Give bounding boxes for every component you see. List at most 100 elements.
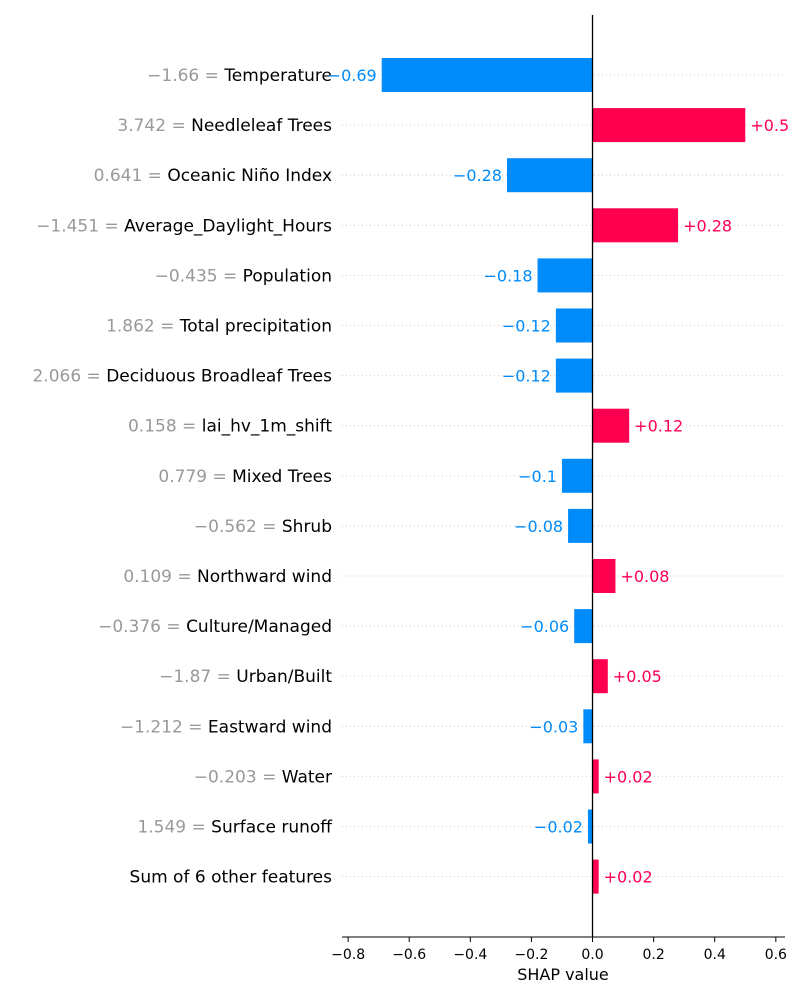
feature-name: Average_Daylight_Hours bbox=[124, 216, 332, 236]
label-layer: −1.66 = Temperature−0.69 3.742 = Needlele… bbox=[32, 66, 789, 888]
shap-bar bbox=[537, 258, 593, 293]
x-tick-label: −0.6 bbox=[392, 947, 426, 963]
shap-bar bbox=[568, 508, 593, 543]
data-label: −0.1 bbox=[518, 467, 557, 486]
feature-value: 1.862 bbox=[106, 317, 155, 337]
feature-name: Oceanic Niño Index bbox=[167, 166, 332, 186]
shap-bar bbox=[506, 158, 593, 193]
feature-label: Sum of 6 other features bbox=[130, 868, 333, 888]
feature-label: −0.435 = Population bbox=[155, 266, 332, 286]
x-axis-label: SHAP value bbox=[517, 965, 609, 984]
feature-name: Needleleaf Trees bbox=[191, 116, 332, 136]
feature-label: 0.109 = Northward wind bbox=[123, 567, 332, 587]
feature-name: Temperature bbox=[223, 66, 332, 86]
feature-label: −0.562 = Shrub bbox=[194, 517, 332, 537]
x-tick-label: 0.0 bbox=[581, 947, 603, 963]
feature-label: 0.641 = Oceanic Niño Index bbox=[94, 166, 332, 186]
shap-bar bbox=[592, 208, 679, 243]
feature-name: Water bbox=[282, 767, 332, 787]
equals-sign: = bbox=[211, 667, 236, 687]
feature-value: −1.451 bbox=[36, 216, 99, 236]
feature-label: 1.862 = Total precipitation bbox=[106, 317, 332, 337]
feature-label: −1.87 = Urban/Built bbox=[159, 667, 332, 687]
data-label: −0.06 bbox=[520, 617, 569, 636]
data-label: +0.05 bbox=[613, 667, 662, 686]
feature-value: 0.109 bbox=[123, 567, 172, 587]
feature-value: −0.562 bbox=[194, 517, 257, 537]
feature-value: −1.87 bbox=[159, 667, 211, 687]
shap-bar bbox=[555, 308, 593, 343]
data-label: +0.28 bbox=[683, 216, 732, 235]
feature-value: 0.158 bbox=[128, 417, 177, 437]
shap-bar bbox=[561, 458, 593, 493]
equals-sign: = bbox=[142, 166, 167, 186]
feature-label: −1.212 = Eastward wind bbox=[120, 717, 332, 737]
equals-sign: = bbox=[257, 517, 282, 537]
feature-value: 0.779 bbox=[158, 467, 207, 487]
equals-sign: = bbox=[207, 467, 232, 487]
feature-label: −1.451 = Average_Daylight_Hours bbox=[36, 216, 332, 236]
equals-sign: = bbox=[218, 266, 243, 286]
feature-value: 2.066 bbox=[32, 367, 81, 387]
feature-value: 1.549 bbox=[137, 818, 186, 838]
data-label: +0.02 bbox=[604, 767, 653, 786]
data-label: −0.28 bbox=[453, 166, 502, 185]
data-label: −0.08 bbox=[514, 517, 563, 536]
equals-sign: = bbox=[183, 717, 208, 737]
x-tick-label: −0.4 bbox=[453, 947, 487, 963]
data-label: +0.5 bbox=[750, 116, 789, 135]
feature-value: −1.66 bbox=[147, 66, 199, 86]
feature-label: −0.376 = Culture/Managed bbox=[98, 617, 332, 637]
shap-bar bbox=[592, 559, 616, 593]
data-label: −0.02 bbox=[534, 818, 583, 837]
feature-value: −0.376 bbox=[98, 617, 161, 637]
equals-sign: = bbox=[177, 417, 202, 437]
shap-bar bbox=[555, 358, 593, 393]
shap-bar bbox=[592, 408, 630, 443]
x-axis: −0.8 −0.6 −0.4 −0.2 0.0 0.2 0.4 0.6 bbox=[331, 936, 787, 963]
equals-sign: = bbox=[161, 617, 186, 637]
data-label: −0.18 bbox=[483, 266, 532, 285]
equals-sign: = bbox=[186, 818, 211, 838]
x-tick-label: −0.8 bbox=[331, 947, 365, 963]
feature-label: −0.203 = Water bbox=[194, 767, 332, 787]
feature-value: 3.742 bbox=[117, 116, 166, 136]
feature-name: Urban/Built bbox=[236, 667, 332, 687]
equals-sign: = bbox=[166, 116, 191, 136]
feature-name: Sum of 6 other features bbox=[130, 868, 333, 888]
data-label: −0.12 bbox=[502, 367, 551, 386]
feature-name: Population bbox=[243, 266, 332, 286]
shap-bar bbox=[592, 659, 608, 694]
data-label: −0.03 bbox=[529, 717, 578, 736]
shap-bar bbox=[592, 759, 599, 794]
feature-name: Shrub bbox=[282, 517, 332, 537]
feature-name: Mixed Trees bbox=[232, 467, 332, 487]
feature-label: 3.742 = Needleleaf Trees bbox=[117, 116, 332, 136]
feature-name: Eastward wind bbox=[208, 717, 332, 737]
feature-name: Total precipitation bbox=[179, 317, 332, 337]
x-tick-label: 0.6 bbox=[765, 947, 787, 963]
data-label: +0.12 bbox=[634, 417, 683, 436]
feature-name: Deciduous Broadleaf Trees bbox=[106, 367, 332, 387]
feature-label: 2.066 = Deciduous Broadleaf Trees bbox=[32, 367, 332, 387]
data-label: −0.69 bbox=[328, 66, 377, 85]
feature-value: −1.212 bbox=[120, 717, 183, 737]
data-label: +0.02 bbox=[604, 868, 653, 887]
x-tick-label: 0.4 bbox=[704, 947, 726, 963]
equals-sign: = bbox=[199, 66, 224, 86]
equals-sign: = bbox=[81, 367, 106, 387]
feature-label: 0.158 = lai_hv_1m_shift bbox=[128, 417, 332, 437]
shap-bar bbox=[583, 709, 593, 744]
equals-sign: = bbox=[155, 317, 180, 337]
equals-sign: = bbox=[257, 767, 282, 787]
shap-bar bbox=[592, 859, 599, 894]
feature-label: −1.66 = Temperature bbox=[147, 66, 332, 86]
x-tick-label: 0.2 bbox=[642, 947, 664, 963]
feature-value: −0.435 bbox=[155, 266, 218, 286]
feature-name: lai_hv_1m_shift bbox=[202, 417, 333, 437]
bar-layer bbox=[381, 58, 746, 894]
feature-name: Northward wind bbox=[197, 567, 332, 587]
data-label: +0.08 bbox=[620, 567, 669, 586]
